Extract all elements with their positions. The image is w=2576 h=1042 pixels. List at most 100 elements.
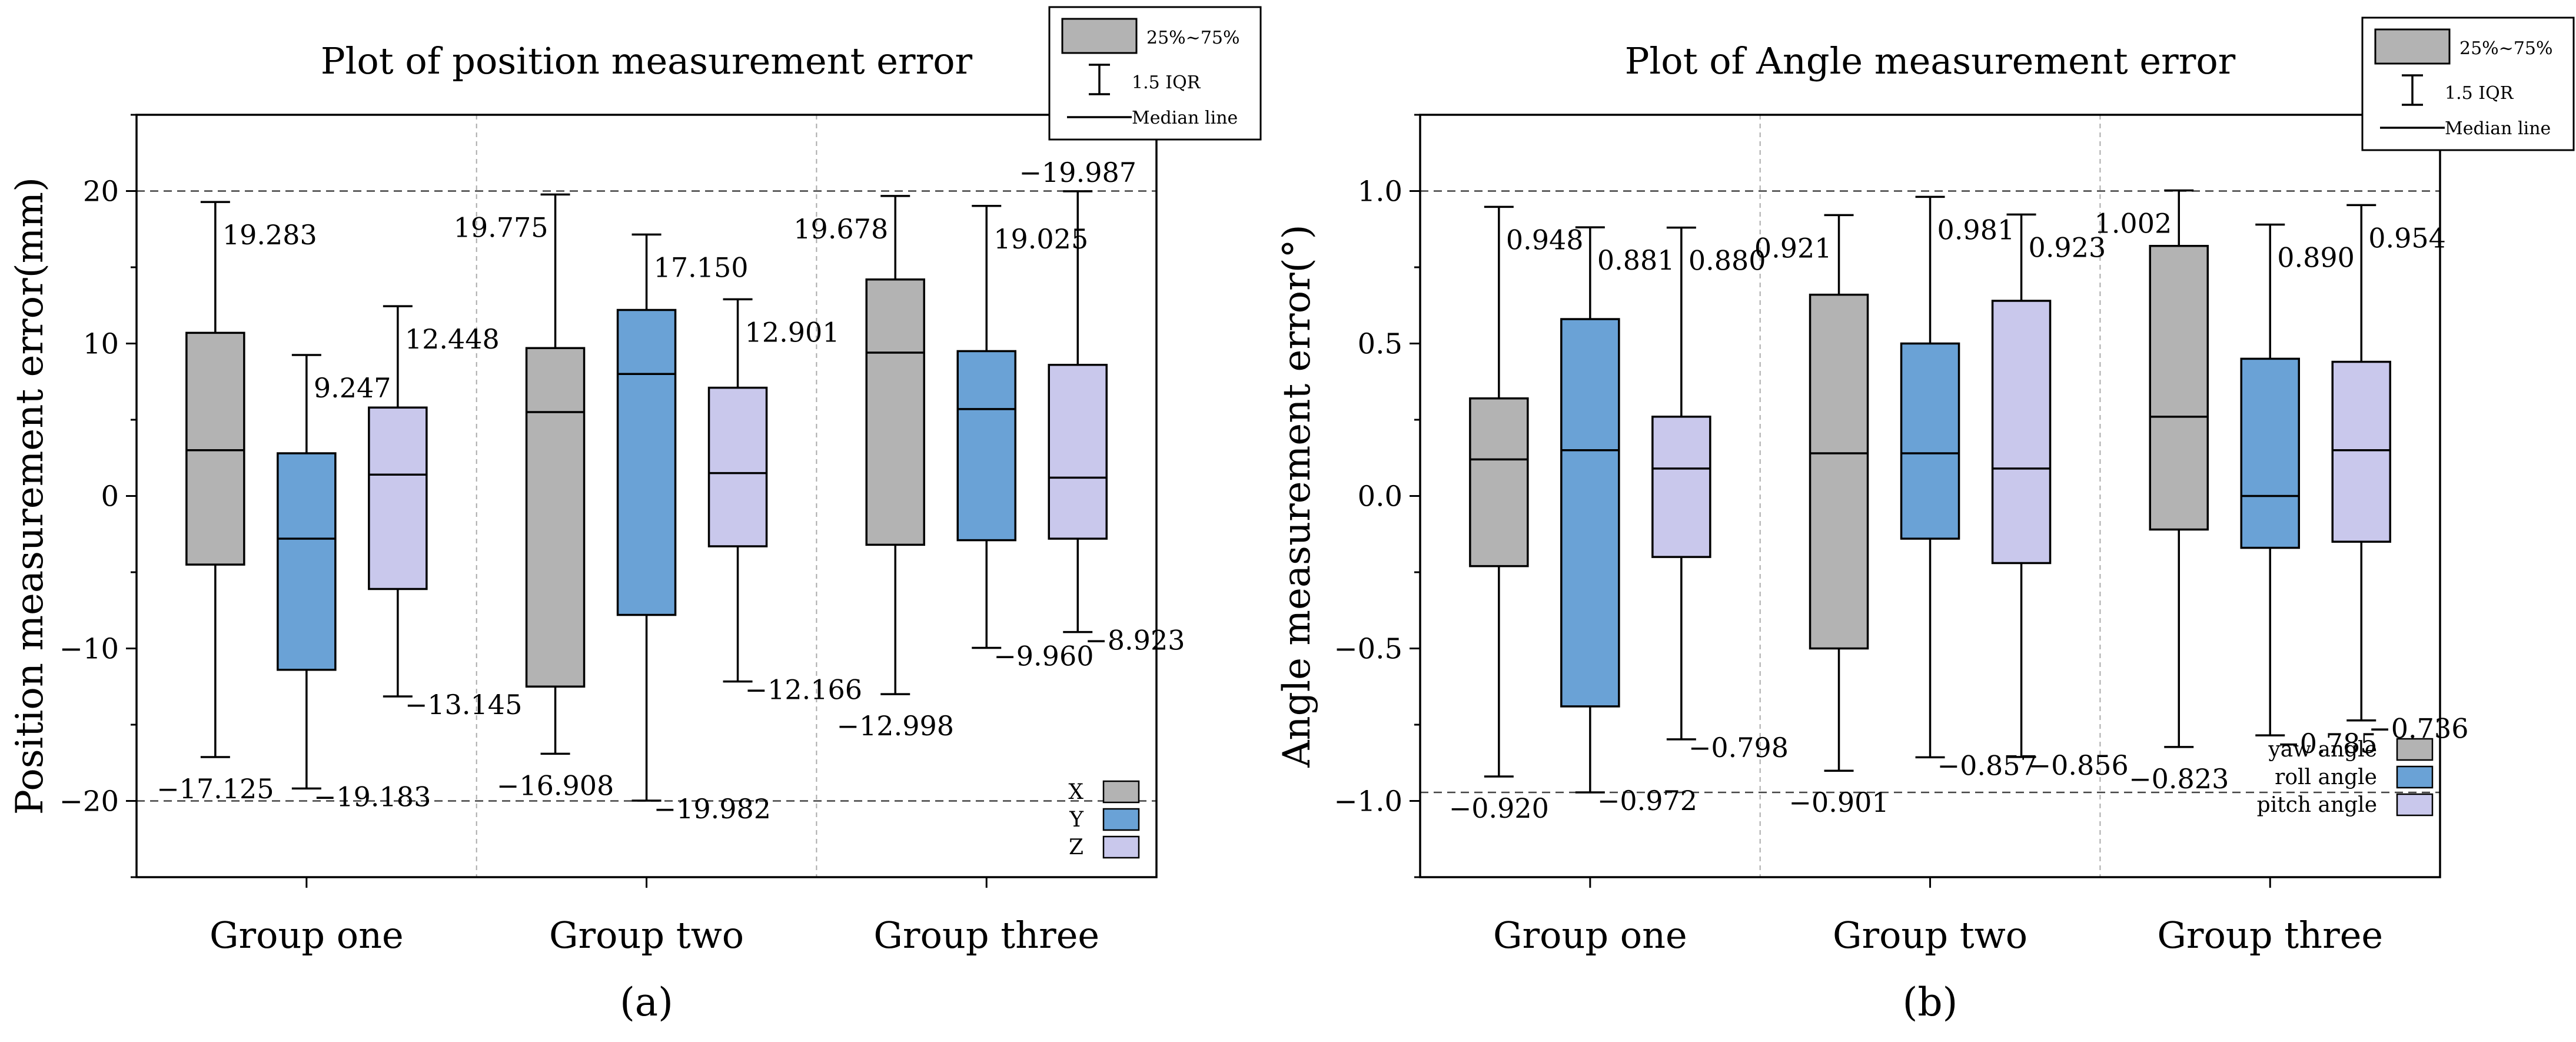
key-iqr-label: 25%~75% xyxy=(1146,28,1240,48)
box-roll-angle-3 xyxy=(2240,223,2300,736)
iqr-box xyxy=(277,452,337,671)
y-tick-label: −0.5 xyxy=(1334,633,1402,666)
y-tick-label: 0 xyxy=(101,480,119,513)
data-label: −0.798 xyxy=(1688,732,1789,764)
data-label: −19.982 xyxy=(654,793,772,825)
iqr-box xyxy=(1651,416,1711,558)
x-tick-label: Group two xyxy=(1833,914,2027,957)
data-label: −0.785 xyxy=(2277,728,2377,759)
data-label: −0.857 xyxy=(1937,749,2037,781)
iqr-box xyxy=(707,386,768,547)
legend-label: pitch angle xyxy=(2257,793,2377,817)
panel-label: (b) xyxy=(1903,980,1958,1025)
data-label: −19.183 xyxy=(314,781,431,812)
x-tick-label: Group two xyxy=(549,914,744,957)
iqr-box xyxy=(1048,364,1108,540)
data-label: 19.678 xyxy=(793,213,888,245)
data-label: 12.448 xyxy=(405,323,500,355)
iqr-box xyxy=(525,347,586,688)
y-tick-label: −10 xyxy=(59,633,119,666)
box-y-3 xyxy=(956,205,1016,649)
legend-label: Z xyxy=(1069,835,1083,860)
y-tick-label: 1.0 xyxy=(1358,175,1402,208)
data-label: −12.998 xyxy=(837,710,955,742)
x-tick-label: Group three xyxy=(873,914,1099,957)
iqr-box xyxy=(1809,293,1869,650)
data-label: −17.125 xyxy=(157,773,274,805)
y-axis-label: Position measurement error(mm) xyxy=(8,177,52,815)
data-label: 19.283 xyxy=(222,219,317,251)
data-label: −13.145 xyxy=(405,689,523,721)
box-z-3 xyxy=(1048,190,1108,633)
legend-swatch xyxy=(1102,835,1140,859)
legend-label: X xyxy=(1068,780,1083,804)
y-tick-label: −20 xyxy=(59,785,119,818)
y-axis-label: Angle measurement error(°) xyxy=(1275,224,1319,768)
box-yaw-angle-1 xyxy=(1469,205,1529,778)
key-iqr-swatch xyxy=(2374,28,2451,65)
box-z-2 xyxy=(707,298,768,683)
box-roll-angle-2 xyxy=(1900,195,1960,759)
legend-swatch xyxy=(1102,808,1140,831)
iqr-box xyxy=(368,406,428,590)
data-label: −0.856 xyxy=(2029,749,2129,781)
box-y-1 xyxy=(277,354,337,790)
data-label: −0.972 xyxy=(1597,785,1697,817)
data-label: 1.002 xyxy=(2095,207,2172,239)
key-whisker-label: 1.5 IQR xyxy=(2445,83,2514,104)
iqr-box xyxy=(1469,397,1529,568)
data-label: −0.901 xyxy=(1789,787,1889,818)
iqr-box xyxy=(616,308,677,616)
key-iqr-label: 25%~75% xyxy=(2459,38,2553,59)
key-median-label: Median line xyxy=(2445,118,2551,139)
box-x-1 xyxy=(185,201,245,758)
data-label: 0.921 xyxy=(1754,232,1832,264)
data-label: −12.166 xyxy=(745,674,863,706)
y-tick-label: 10 xyxy=(83,328,119,361)
data-label: 17.150 xyxy=(654,251,749,283)
data-label: −9.960 xyxy=(993,640,1093,672)
legend-label: Y xyxy=(1069,808,1084,832)
key-whisker-label: 1.5 IQR xyxy=(1132,72,1201,93)
box-x-3 xyxy=(865,195,925,695)
data-label: 0.954 xyxy=(2368,222,2446,254)
panel-label: (a) xyxy=(620,980,673,1025)
box-y-2 xyxy=(616,233,677,802)
data-label: −0.920 xyxy=(1449,792,1549,824)
data-label: 12.901 xyxy=(745,316,840,348)
legend-label: yaw angle xyxy=(2268,738,2377,762)
box-x-2 xyxy=(525,193,586,755)
data-label: −16.908 xyxy=(497,769,614,801)
iqr-box xyxy=(956,350,1016,542)
data-label: 19.775 xyxy=(454,211,549,243)
box-pitch-angle-2 xyxy=(1991,213,2052,758)
chart-title: Plot of Angle measurement error xyxy=(1625,39,2236,82)
y-tick-label: −1.0 xyxy=(1334,785,1402,818)
iqr-box xyxy=(2240,357,2300,549)
y-tick-label: 0.0 xyxy=(1358,480,1402,513)
data-label: 0.881 xyxy=(1597,244,1675,276)
iqr-box xyxy=(1900,342,1960,540)
legend-swatch xyxy=(2396,765,2434,789)
iqr-box xyxy=(1560,318,1620,708)
data-label: 9.247 xyxy=(314,372,391,404)
chart-title: Plot of position measurement error xyxy=(321,39,973,82)
box-z-1 xyxy=(368,305,428,698)
data-label: −19.987 xyxy=(1019,157,1137,188)
iqr-box xyxy=(2149,244,2209,531)
key-median-label: Median line xyxy=(1132,108,1238,128)
y-tick-label: 0.5 xyxy=(1358,328,1402,361)
y-tick-label: 20 xyxy=(83,175,119,208)
data-label: 0.880 xyxy=(1688,245,1766,277)
legend-swatch xyxy=(2396,793,2434,817)
box-roll-angle-1 xyxy=(1560,226,1620,794)
iqr-box xyxy=(2331,360,2391,543)
legend-swatch xyxy=(1102,780,1140,804)
data-label: 0.948 xyxy=(1506,224,1584,255)
data-label: 0.981 xyxy=(1937,214,2015,245)
legend-label: roll angle xyxy=(2275,765,2377,789)
iqr-box xyxy=(185,331,245,566)
x-tick-label: Group one xyxy=(210,914,404,957)
box-pitch-angle-1 xyxy=(1651,226,1711,741)
